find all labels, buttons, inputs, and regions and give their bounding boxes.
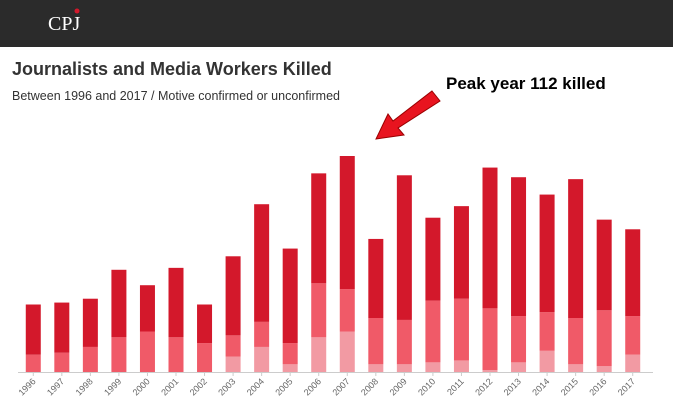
bar-segment — [282, 364, 298, 372]
bar-segment — [511, 316, 527, 363]
bar-segment — [225, 335, 241, 357]
bar-segment — [453, 298, 469, 361]
bar-segment — [568, 364, 584, 372]
bar-segment — [482, 308, 498, 371]
x-tick-label: 2000 — [131, 376, 152, 397]
bar-segment — [225, 256, 241, 336]
bar-segment — [425, 217, 441, 301]
bar-segment — [339, 156, 355, 290]
bar-segment — [282, 343, 298, 365]
x-tick-label: 2006 — [302, 376, 323, 397]
bar-segment — [625, 354, 641, 372]
bar-segment — [197, 304, 213, 344]
logo[interactable]: CPJ — [48, 13, 80, 35]
bar-segment — [453, 206, 469, 299]
x-tick-label: 2010 — [416, 376, 437, 397]
bar-segment — [339, 331, 355, 372]
bar-segment — [254, 346, 270, 372]
bar-segment — [625, 316, 641, 355]
bar-segment — [596, 219, 612, 311]
x-tick-label: 2007 — [330, 376, 351, 397]
logo-dot — [74, 8, 80, 14]
bar-segment — [368, 238, 384, 318]
x-tick-label: 2012 — [473, 376, 494, 397]
x-tick-label: 2009 — [388, 376, 409, 397]
bar-segment — [282, 248, 298, 344]
x-tick-label: 2016 — [587, 376, 608, 397]
bar-segment — [339, 289, 355, 332]
bar-segment — [197, 343, 213, 372]
bar-segment — [596, 310, 612, 367]
x-tick-label: 2008 — [359, 376, 380, 397]
x-tick-label: 1999 — [102, 376, 123, 397]
x-tick-label: 1997 — [45, 376, 66, 397]
bar-segment — [482, 370, 498, 372]
bar-segment — [396, 175, 412, 320]
bar-segment — [311, 337, 327, 372]
bar-segment — [568, 318, 584, 365]
bar-segment — [254, 204, 270, 322]
bar-segment — [425, 362, 441, 372]
bar-segment — [368, 318, 384, 365]
bar-segment — [511, 177, 527, 317]
x-tick-label: 2003 — [216, 376, 237, 397]
bar-segment — [111, 337, 127, 372]
x-tick-label: 2013 — [502, 376, 523, 397]
bar-segment — [225, 356, 241, 372]
x-tick-label: 2005 — [273, 376, 294, 397]
bar-segment — [111, 269, 127, 338]
x-tick-label: 2001 — [159, 376, 180, 397]
bar-segment — [396, 319, 412, 365]
bar-segment — [168, 337, 184, 372]
bar-segment — [539, 312, 555, 351]
bar-segment — [139, 331, 155, 372]
bar-segment — [539, 194, 555, 313]
bar-segment — [168, 267, 184, 338]
bar-segment — [311, 173, 327, 284]
bar-segment — [368, 364, 384, 372]
x-tick-label: 1998 — [74, 376, 95, 397]
bar-segment — [254, 321, 270, 347]
annotation-arrow — [375, 90, 441, 140]
x-tick-label: 2004 — [245, 376, 266, 397]
x-tick-label: 1996 — [16, 376, 37, 397]
bar-segment — [539, 350, 555, 372]
bar-segment — [482, 167, 498, 309]
bar-segment — [396, 364, 412, 372]
bar-segment — [25, 354, 41, 372]
bar-segment — [425, 300, 441, 363]
x-tick-label: 2014 — [530, 376, 551, 397]
annotation: Peak year 112 killed — [446, 74, 606, 93]
bar-segment — [82, 346, 98, 372]
bar-segment — [54, 302, 70, 353]
header-bar — [0, 0, 673, 47]
bar-segment — [139, 285, 155, 332]
bar-segment — [82, 298, 98, 347]
x-tick-label: 2015 — [559, 376, 580, 397]
bar-segment — [54, 352, 70, 372]
bar-segment — [453, 360, 469, 372]
bar-segment — [625, 229, 641, 317]
bar-segment — [25, 304, 41, 355]
chart-title: Journalists and Media Workers Killed — [12, 59, 332, 79]
bar-segment — [568, 179, 584, 318]
x-tick-label: 2011 — [445, 376, 466, 397]
x-tick-label: 2017 — [616, 376, 637, 397]
x-tick-label: 2002 — [188, 376, 209, 397]
bar-segment — [596, 366, 612, 372]
chart-subtitle: Between 1996 and 2017 / Motive confirmed… — [12, 89, 340, 103]
bar-segment — [311, 283, 327, 338]
bar-segment — [511, 362, 527, 372]
